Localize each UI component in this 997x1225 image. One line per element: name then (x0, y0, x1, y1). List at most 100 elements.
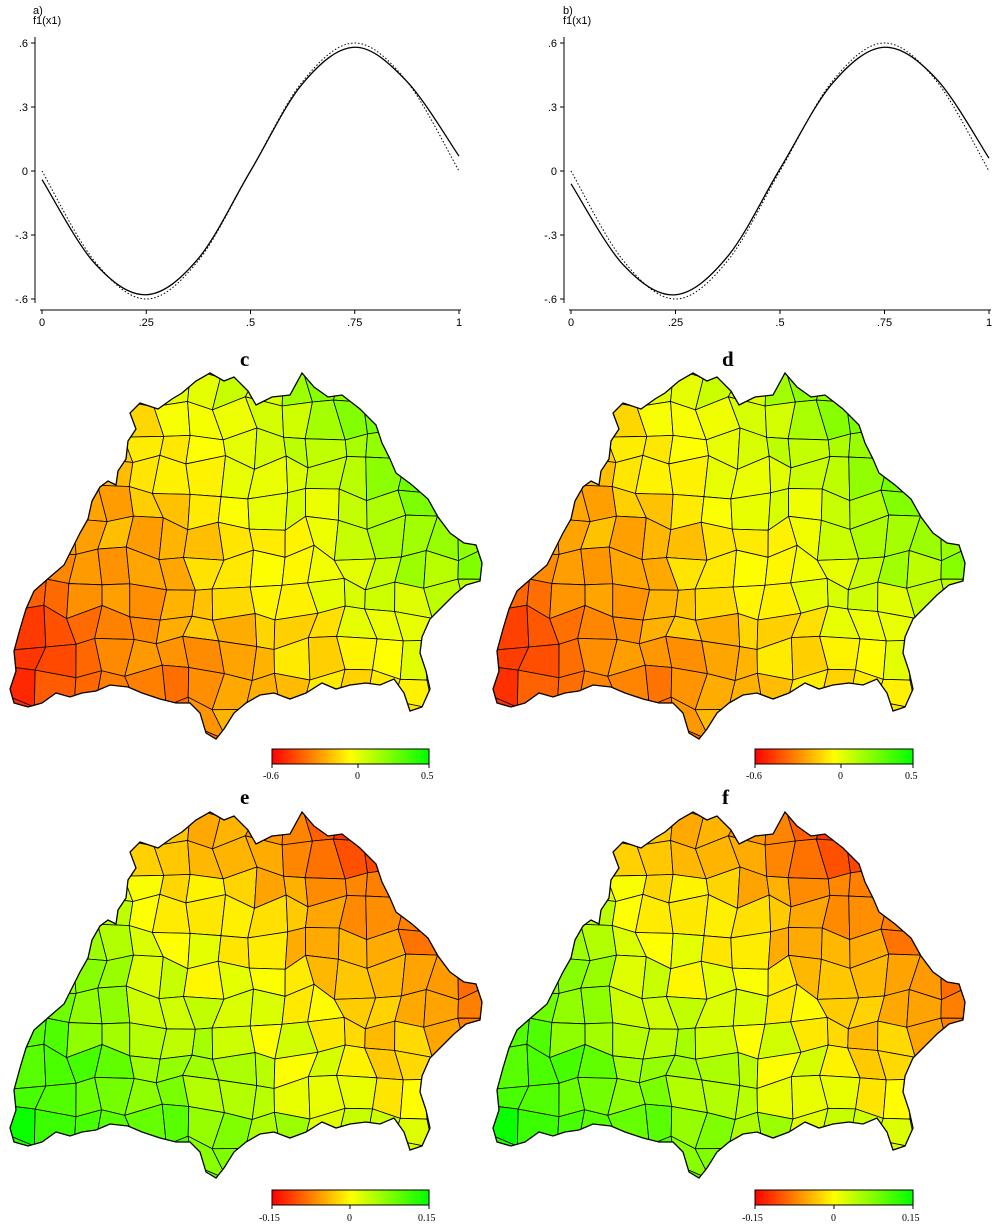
region (63, 867, 99, 898)
series-solid-line (41, 46, 460, 296)
region (967, 870, 997, 902)
region (426, 679, 465, 710)
region (938, 756, 973, 791)
region (617, 1194, 651, 1225)
region (484, 492, 520, 526)
region (10, 373, 40, 409)
region (38, 438, 70, 464)
region (394, 403, 428, 433)
region (493, 373, 523, 409)
region (489, 729, 523, 761)
region (971, 1112, 997, 1148)
region (463, 1136, 482, 1178)
region (788, 694, 821, 739)
region (939, 639, 965, 682)
region (816, 1142, 852, 1178)
region (456, 1047, 482, 1080)
region (456, 1078, 482, 1121)
region (462, 727, 482, 739)
region (909, 431, 949, 466)
region (946, 678, 965, 709)
x-tick-label: .5 (775, 317, 784, 329)
colorbar-tick-mid: 0 (355, 771, 360, 782)
region (909, 727, 950, 739)
region (648, 762, 681, 797)
colorbar-tick-max: 0.5 (421, 771, 434, 782)
region (43, 455, 72, 498)
region (453, 373, 482, 408)
region (815, 818, 858, 842)
region (757, 694, 793, 739)
region (493, 1043, 530, 1091)
region (125, 1177, 169, 1178)
region (638, 1163, 680, 1178)
region (495, 424, 528, 464)
region (495, 863, 528, 903)
region (397, 458, 428, 494)
region (907, 640, 948, 682)
y-tick-label: -.6 (15, 294, 28, 306)
region (909, 870, 949, 905)
region (971, 1077, 997, 1118)
region (546, 455, 582, 498)
region (909, 1166, 950, 1178)
region (939, 608, 965, 641)
region (332, 818, 375, 842)
region (737, 612, 759, 651)
region (526, 455, 555, 498)
region (906, 895, 944, 934)
region (517, 486, 557, 522)
x-tick-label: .25 (139, 317, 154, 329)
region (130, 373, 155, 408)
region (521, 812, 548, 848)
region (247, 492, 289, 531)
region (880, 458, 911, 494)
region (247, 931, 289, 970)
region (546, 894, 582, 937)
region (67, 1197, 107, 1225)
region (92, 373, 134, 404)
region (555, 1137, 589, 1176)
region (10, 846, 40, 879)
region (973, 579, 997, 610)
region (730, 492, 772, 531)
region (613, 373, 638, 408)
region (10, 553, 48, 580)
region (935, 456, 965, 497)
region (964, 844, 965, 876)
panel-label: b) (563, 5, 573, 17)
region (104, 1171, 135, 1178)
region (426, 870, 466, 905)
region (159, 589, 196, 621)
x-tick-label: .75 (347, 317, 362, 329)
region (333, 1142, 369, 1178)
colorbar-d: -0.6 0 0.5 (746, 748, 918, 782)
region (546, 428, 582, 459)
region (72, 1137, 106, 1176)
state-border (9, 371, 483, 740)
region (546, 812, 589, 845)
region (424, 373, 464, 409)
region (845, 814, 884, 844)
region (936, 373, 965, 408)
region (122, 402, 165, 438)
region (427, 697, 466, 730)
region (910, 1136, 949, 1169)
map-title-f: f (722, 785, 729, 809)
region (38, 812, 65, 848)
region (104, 755, 136, 792)
region (730, 931, 772, 970)
y-tick-label: -.6 (544, 294, 557, 306)
region (392, 1139, 434, 1178)
region (394, 812, 428, 848)
colorbar-tick-max: 0.15 (418, 1213, 436, 1224)
region (674, 588, 696, 621)
region (10, 1043, 47, 1091)
region (95, 694, 134, 739)
region (555, 1171, 591, 1178)
region (97, 985, 131, 1025)
region (967, 492, 997, 526)
region (517, 925, 557, 961)
region (10, 992, 48, 1019)
region (946, 1136, 965, 1178)
